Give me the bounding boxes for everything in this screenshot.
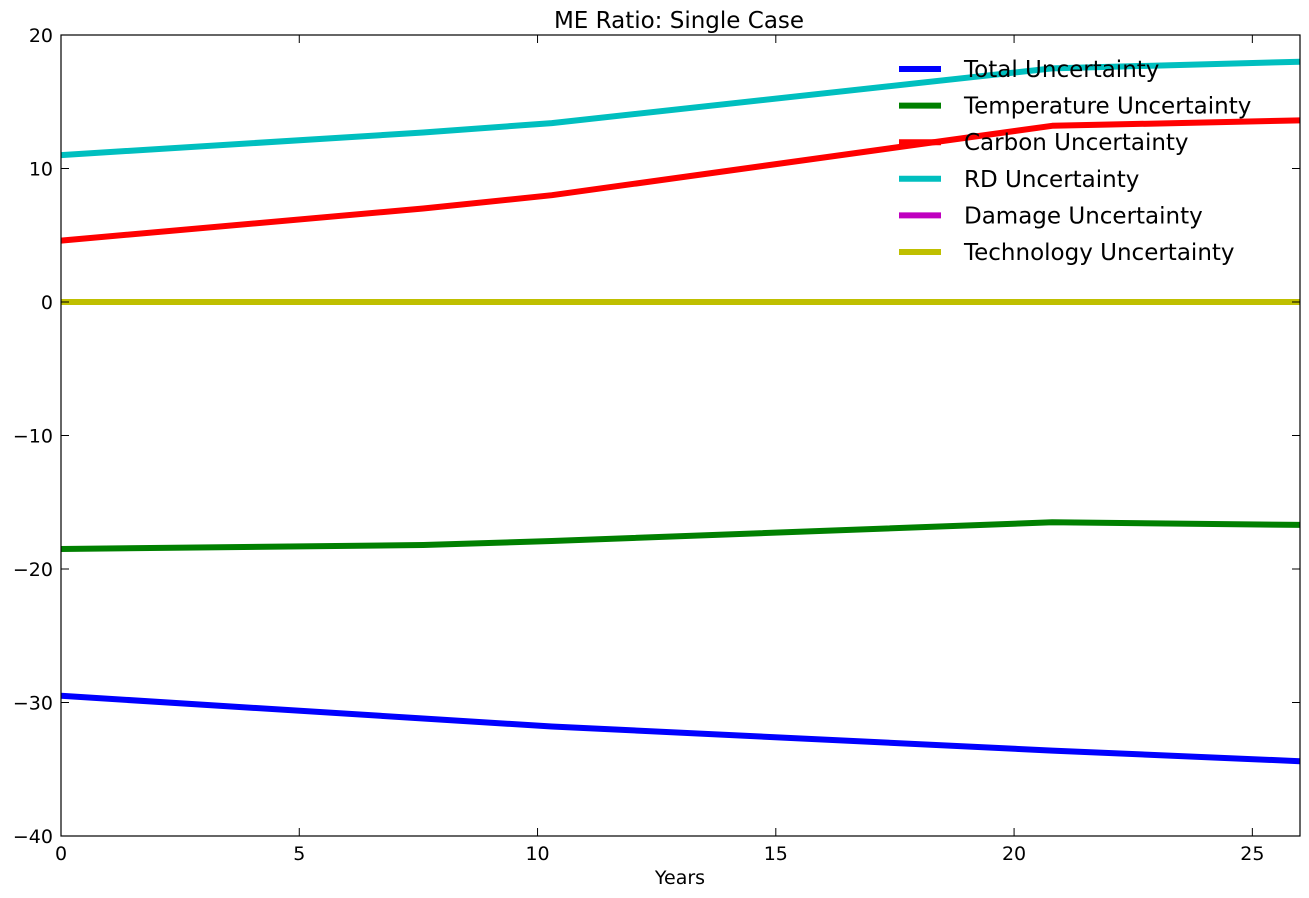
legend-label-1: Temperature Uncertainty (963, 94, 1251, 120)
x-tick-label: 10 (525, 843, 549, 865)
series-line-0 (60, 692, 1301, 765)
legend-label-5: Technology Uncertainty (963, 240, 1235, 266)
legend-label-2: Carbon Uncertainty (964, 130, 1189, 156)
legend-label-3: RD Uncertainty (964, 167, 1139, 193)
y-tick-label: −10 (13, 426, 53, 448)
chart-title: ME Ratio: Single Case (554, 8, 804, 34)
legend-label-4: Damage Uncertainty (964, 203, 1203, 229)
x-tick-label: 15 (764, 843, 788, 865)
ticks-layer: 0 5 10 15 20 25 −40 −30 −20 −10 0 10 20 (13, 25, 1300, 865)
y-tick-label: −40 (13, 826, 53, 848)
series-layer (60, 58, 1301, 765)
y-tick-label: −30 (13, 693, 53, 715)
series-line-1 (60, 519, 1301, 552)
series-line-3 (60, 58, 1301, 159)
y-tick-label: 20 (29, 25, 53, 47)
y-tick-label: −20 (13, 559, 53, 581)
y-tick-label: 10 (29, 159, 53, 181)
x-tick-label: 25 (1240, 843, 1264, 865)
x-axis-label: Years (654, 867, 705, 889)
legend-label-0: Total Uncertainty (963, 57, 1159, 83)
legend: Total Uncertainty Temperature Uncertainty… (899, 57, 1251, 266)
y-tick-label: 0 (41, 292, 53, 314)
x-tick-label: 0 (55, 843, 67, 865)
x-tick-label: 20 (1002, 843, 1026, 865)
x-tick-label: 5 (293, 843, 305, 865)
series-line-2 (60, 117, 1301, 244)
